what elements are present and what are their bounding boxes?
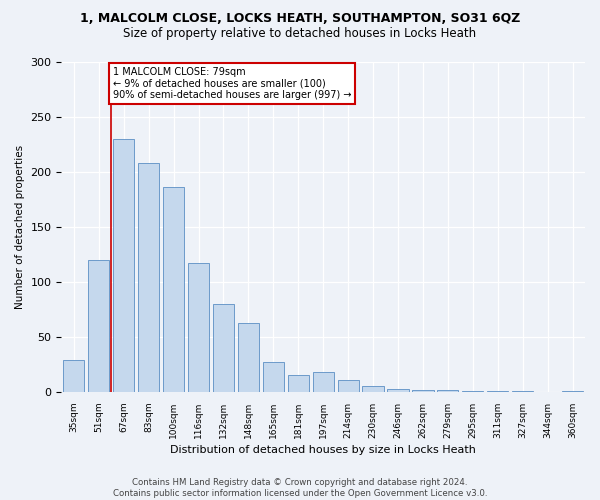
- Bar: [388, 388, 409, 392]
- Bar: [362, 386, 383, 392]
- Text: Contains HM Land Registry data © Crown copyright and database right 2024.
Contai: Contains HM Land Registry data © Crown c…: [113, 478, 487, 498]
- Bar: [213, 304, 234, 392]
- Bar: [113, 138, 134, 392]
- Bar: [562, 391, 583, 392]
- Bar: [88, 260, 109, 392]
- Bar: [138, 163, 159, 392]
- Bar: [238, 322, 259, 392]
- Text: 1, MALCOLM CLOSE, LOCKS HEATH, SOUTHAMPTON, SO31 6QZ: 1, MALCOLM CLOSE, LOCKS HEATH, SOUTHAMPT…: [80, 12, 520, 26]
- Bar: [512, 391, 533, 392]
- Bar: [313, 372, 334, 392]
- Bar: [163, 187, 184, 392]
- Bar: [63, 360, 85, 392]
- Bar: [188, 263, 209, 392]
- Bar: [287, 376, 309, 392]
- Bar: [263, 362, 284, 392]
- Text: 1 MALCOLM CLOSE: 79sqm
← 9% of detached houses are smaller (100)
90% of semi-det: 1 MALCOLM CLOSE: 79sqm ← 9% of detached …: [113, 67, 351, 100]
- Bar: [338, 380, 359, 392]
- Bar: [437, 390, 458, 392]
- Text: Size of property relative to detached houses in Locks Heath: Size of property relative to detached ho…: [124, 28, 476, 40]
- X-axis label: Distribution of detached houses by size in Locks Heath: Distribution of detached houses by size …: [170, 445, 476, 455]
- Bar: [412, 390, 434, 392]
- Y-axis label: Number of detached properties: Number of detached properties: [15, 144, 25, 309]
- Bar: [462, 391, 484, 392]
- Bar: [487, 391, 508, 392]
